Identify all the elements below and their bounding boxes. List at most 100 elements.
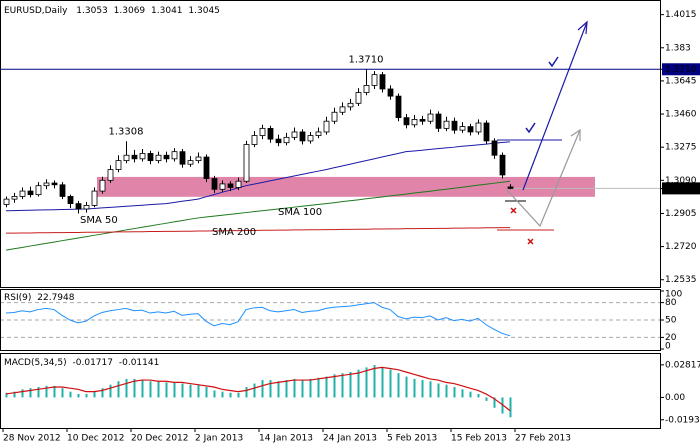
x-tick-label: 5 Feb 2013 (387, 434, 437, 444)
candle-body (299, 131, 306, 142)
y-tick-label: 1.2535 (665, 275, 697, 285)
macd-bar (309, 378, 312, 398)
macd-bar (125, 378, 128, 398)
macd-bar (13, 391, 16, 398)
macd-last: -0.01717 (73, 358, 113, 368)
sma-label: SMA 100 (278, 207, 322, 218)
macd-bar (317, 377, 320, 398)
candle-body (211, 178, 218, 190)
candle-body (235, 180, 242, 188)
candle-body (75, 203, 82, 210)
macd-bar (501, 397, 504, 414)
candle-body (19, 190, 26, 197)
rsi-name: RSI(9) (4, 293, 31, 303)
y-tick-label: 0.02817 (665, 360, 700, 370)
candle-body (323, 120, 330, 133)
x-tick-label: 24 Jan 2013 (323, 434, 377, 444)
last-open: 1.3053 (76, 6, 108, 16)
macd-bar (493, 397, 496, 408)
cross-mark (510, 207, 517, 214)
macd-bar (5, 392, 8, 398)
x-tick-label: 28 Nov 2012 (3, 434, 61, 444)
candle-body (83, 204, 90, 210)
y-tick-label: 0.00 (665, 393, 685, 403)
sma-line (5, 141, 511, 212)
candle-body (131, 154, 138, 160)
sma-line (5, 180, 511, 251)
macd-bar (157, 381, 160, 398)
macd-signal (5, 366, 511, 412)
rsi-panel-frame (0, 289, 661, 351)
candle-body (259, 127, 266, 136)
macd-bar (453, 387, 456, 398)
macd-bar (237, 392, 240, 398)
candle-body (331, 111, 338, 122)
macd-bar (373, 365, 376, 398)
macd-bar (165, 382, 168, 398)
candle-body (11, 196, 18, 200)
chart-header: EURUSD,Daily 1.3053 1.3069 1.3041 1.3045 (4, 6, 220, 16)
arrow-head (570, 128, 581, 141)
candle-body (379, 74, 386, 90)
rsi-last: 22.7948 (37, 293, 74, 303)
candle-body (339, 106, 346, 113)
candle-body (387, 88, 394, 97)
macd-bar (21, 389, 24, 398)
macd-bar (293, 378, 296, 398)
x-tick-label: 10 Dec 2012 (67, 434, 125, 444)
macd-bar (45, 385, 48, 398)
check-mark (548, 56, 559, 68)
y-tick-label: 1.383 (665, 43, 691, 53)
macd-bar (477, 393, 480, 398)
y-tick-label: 1.3275 (665, 143, 697, 153)
macd-bar (461, 389, 464, 398)
candle-body (411, 119, 418, 126)
forecast-arrow (506, 129, 581, 228)
candle-body (51, 182, 58, 186)
y-tick-label: 1.3090 (665, 176, 697, 186)
macd-bar (173, 382, 176, 398)
signal-last: -0.01141 (119, 358, 159, 368)
macd-bar (109, 384, 112, 398)
candle-body (363, 84, 370, 93)
candle-body (275, 138, 282, 144)
sma-label: SMA 200 (212, 227, 256, 238)
macd-bar (221, 391, 224, 398)
y-tick-highlight (662, 182, 700, 195)
candle-body (307, 135, 314, 142)
macd-bar (301, 380, 304, 398)
macd-bar (229, 392, 232, 398)
candle-body (115, 160, 122, 170)
forecast-drawings (497, 20, 588, 245)
candle-body (155, 154, 162, 162)
macd-bar (469, 391, 472, 398)
macd-bar (213, 390, 216, 398)
candle-body (483, 122, 490, 142)
y-tick-label: 1.3460 (665, 110, 697, 120)
candle-body (491, 140, 498, 156)
y-tick-label: 80 (665, 298, 677, 308)
y-tick-label: 1.4015 (665, 10, 697, 20)
annotation: 1.3710 (349, 54, 384, 65)
macd-bar (325, 376, 328, 398)
macd-bar (61, 388, 64, 398)
macd-bar (69, 391, 72, 398)
last-close: 1.3045 (188, 6, 220, 16)
plot-layer: 1.40151.3831.37101.36451.34601.32751.309… (0, 10, 700, 444)
macd-bar (133, 378, 136, 398)
y-tick-label: 1.3045 (665, 184, 697, 194)
rsi-line (5, 302, 511, 337)
macd-bar (357, 369, 360, 398)
y-tick-label: 1.3710 (665, 65, 697, 75)
y-tick-label: 1.3645 (665, 76, 697, 86)
symbol: EURUSD,Daily (4, 6, 68, 16)
candle-body (67, 196, 74, 205)
sma-label: SMA 50 (80, 215, 118, 226)
macd-bar (389, 369, 392, 398)
y-tick-highlight (662, 63, 700, 76)
macd-bar (101, 388, 104, 398)
macd-bar (117, 381, 120, 398)
macd-bar (37, 387, 40, 398)
candle-body (371, 74, 378, 86)
